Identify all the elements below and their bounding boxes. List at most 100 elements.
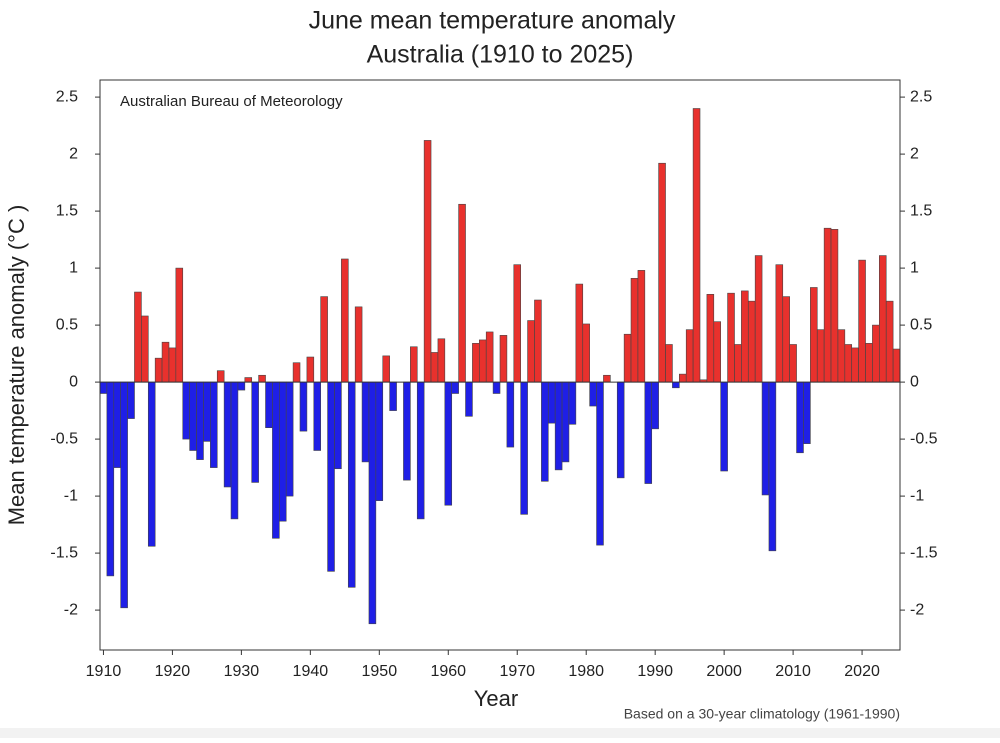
bar: [382, 355, 390, 383]
y2-tick-label: 0.5: [910, 316, 932, 333]
bar: [341, 258, 349, 383]
bar: [189, 381, 197, 451]
bar: [547, 381, 556, 424]
bar: [485, 331, 494, 383]
bar: [113, 381, 121, 468]
y2-tick-label: 1: [910, 259, 919, 276]
y2-tick-label: 0: [910, 373, 919, 390]
bar: [541, 381, 549, 482]
bar: [720, 381, 728, 472]
bar: [506, 381, 515, 448]
bar: [292, 362, 301, 383]
bar: [534, 299, 542, 383]
bar: [651, 381, 659, 430]
y-tick-label: -1.5: [50, 544, 78, 561]
bar: [692, 108, 701, 383]
bar: [582, 323, 590, 383]
bar: [134, 291, 142, 383]
bar: [713, 321, 721, 383]
bar: [630, 278, 639, 383]
bar: [306, 356, 315, 383]
bar: [492, 381, 501, 394]
bar: [361, 381, 370, 463]
y-tick-label: 1: [69, 259, 78, 276]
bar: [603, 374, 611, 383]
bar: [423, 140, 432, 383]
bar: [444, 381, 453, 506]
bar: [127, 381, 135, 419]
bar: [258, 374, 266, 383]
x-tick-label: 1980: [568, 663, 604, 680]
bar: [844, 344, 853, 383]
bar: [196, 381, 204, 460]
bar: [368, 381, 377, 625]
y2-tick-label: 1.5: [910, 202, 932, 219]
x-tick-label: 1940: [293, 663, 329, 680]
bar: [775, 264, 784, 383]
bar: [272, 381, 280, 539]
bar: [520, 381, 528, 515]
bar: [375, 381, 384, 501]
bar: [175, 267, 184, 383]
bar: [885, 300, 894, 383]
bar: [865, 343, 873, 383]
bar: [334, 381, 342, 470]
bar: [403, 381, 411, 481]
x-tick-label: 1920: [155, 663, 191, 680]
x-tick-label: 1960: [430, 663, 466, 680]
bar: [472, 343, 480, 383]
bar: [837, 329, 846, 383]
bar: [216, 370, 225, 383]
x-tick-label: 2010: [775, 663, 811, 680]
bar: [596, 381, 604, 546]
bar: [554, 381, 563, 471]
bar: [120, 381, 128, 609]
bar: [527, 320, 535, 383]
bar: [465, 381, 473, 417]
bar: [568, 381, 577, 425]
bar: [299, 381, 308, 432]
y-tick-label: -2: [64, 601, 78, 618]
bar: [313, 381, 321, 451]
bar: [265, 381, 273, 429]
y-tick-label: 2.5: [56, 88, 78, 105]
bar: [223, 381, 232, 488]
bar: [410, 346, 418, 383]
bar: [451, 381, 459, 394]
bar: [141, 315, 149, 383]
y-tick-label: -1: [64, 487, 78, 504]
x-tick-label: 1950: [362, 663, 398, 680]
bar: [347, 381, 356, 588]
y2-tick-label: 2: [910, 145, 919, 162]
bar: [244, 377, 253, 383]
bar: [513, 264, 521, 383]
bar: [154, 357, 163, 383]
bar: [665, 344, 673, 383]
bar: [727, 292, 735, 383]
y-axis-label: Mean temperature anomaly (°C ): [4, 205, 29, 526]
bar: [754, 255, 763, 383]
bar: [561, 381, 570, 463]
bar: [230, 381, 239, 520]
chart-subtitle: Australia (1910 to 2025): [367, 41, 634, 69]
bar: [879, 255, 887, 383]
bar: [251, 381, 259, 483]
bar: [741, 290, 749, 383]
bar: [161, 341, 170, 383]
bar: [761, 381, 770, 496]
annotation: Australian Bureau of Meteorology: [120, 93, 343, 110]
x-tick-label: 1990: [637, 663, 673, 680]
bar: [706, 294, 715, 383]
bar: [872, 324, 880, 383]
y2-tick-label: -2: [910, 601, 924, 618]
bar: [823, 227, 832, 383]
bar: [616, 381, 625, 479]
bar: [430, 352, 439, 383]
bar: [803, 381, 811, 444]
y2-tick-label: -0.5: [910, 430, 938, 447]
bar: [458, 203, 466, 383]
bar: [389, 381, 397, 411]
bar: [479, 339, 487, 383]
y2-tick-label: 2.5: [910, 88, 932, 105]
